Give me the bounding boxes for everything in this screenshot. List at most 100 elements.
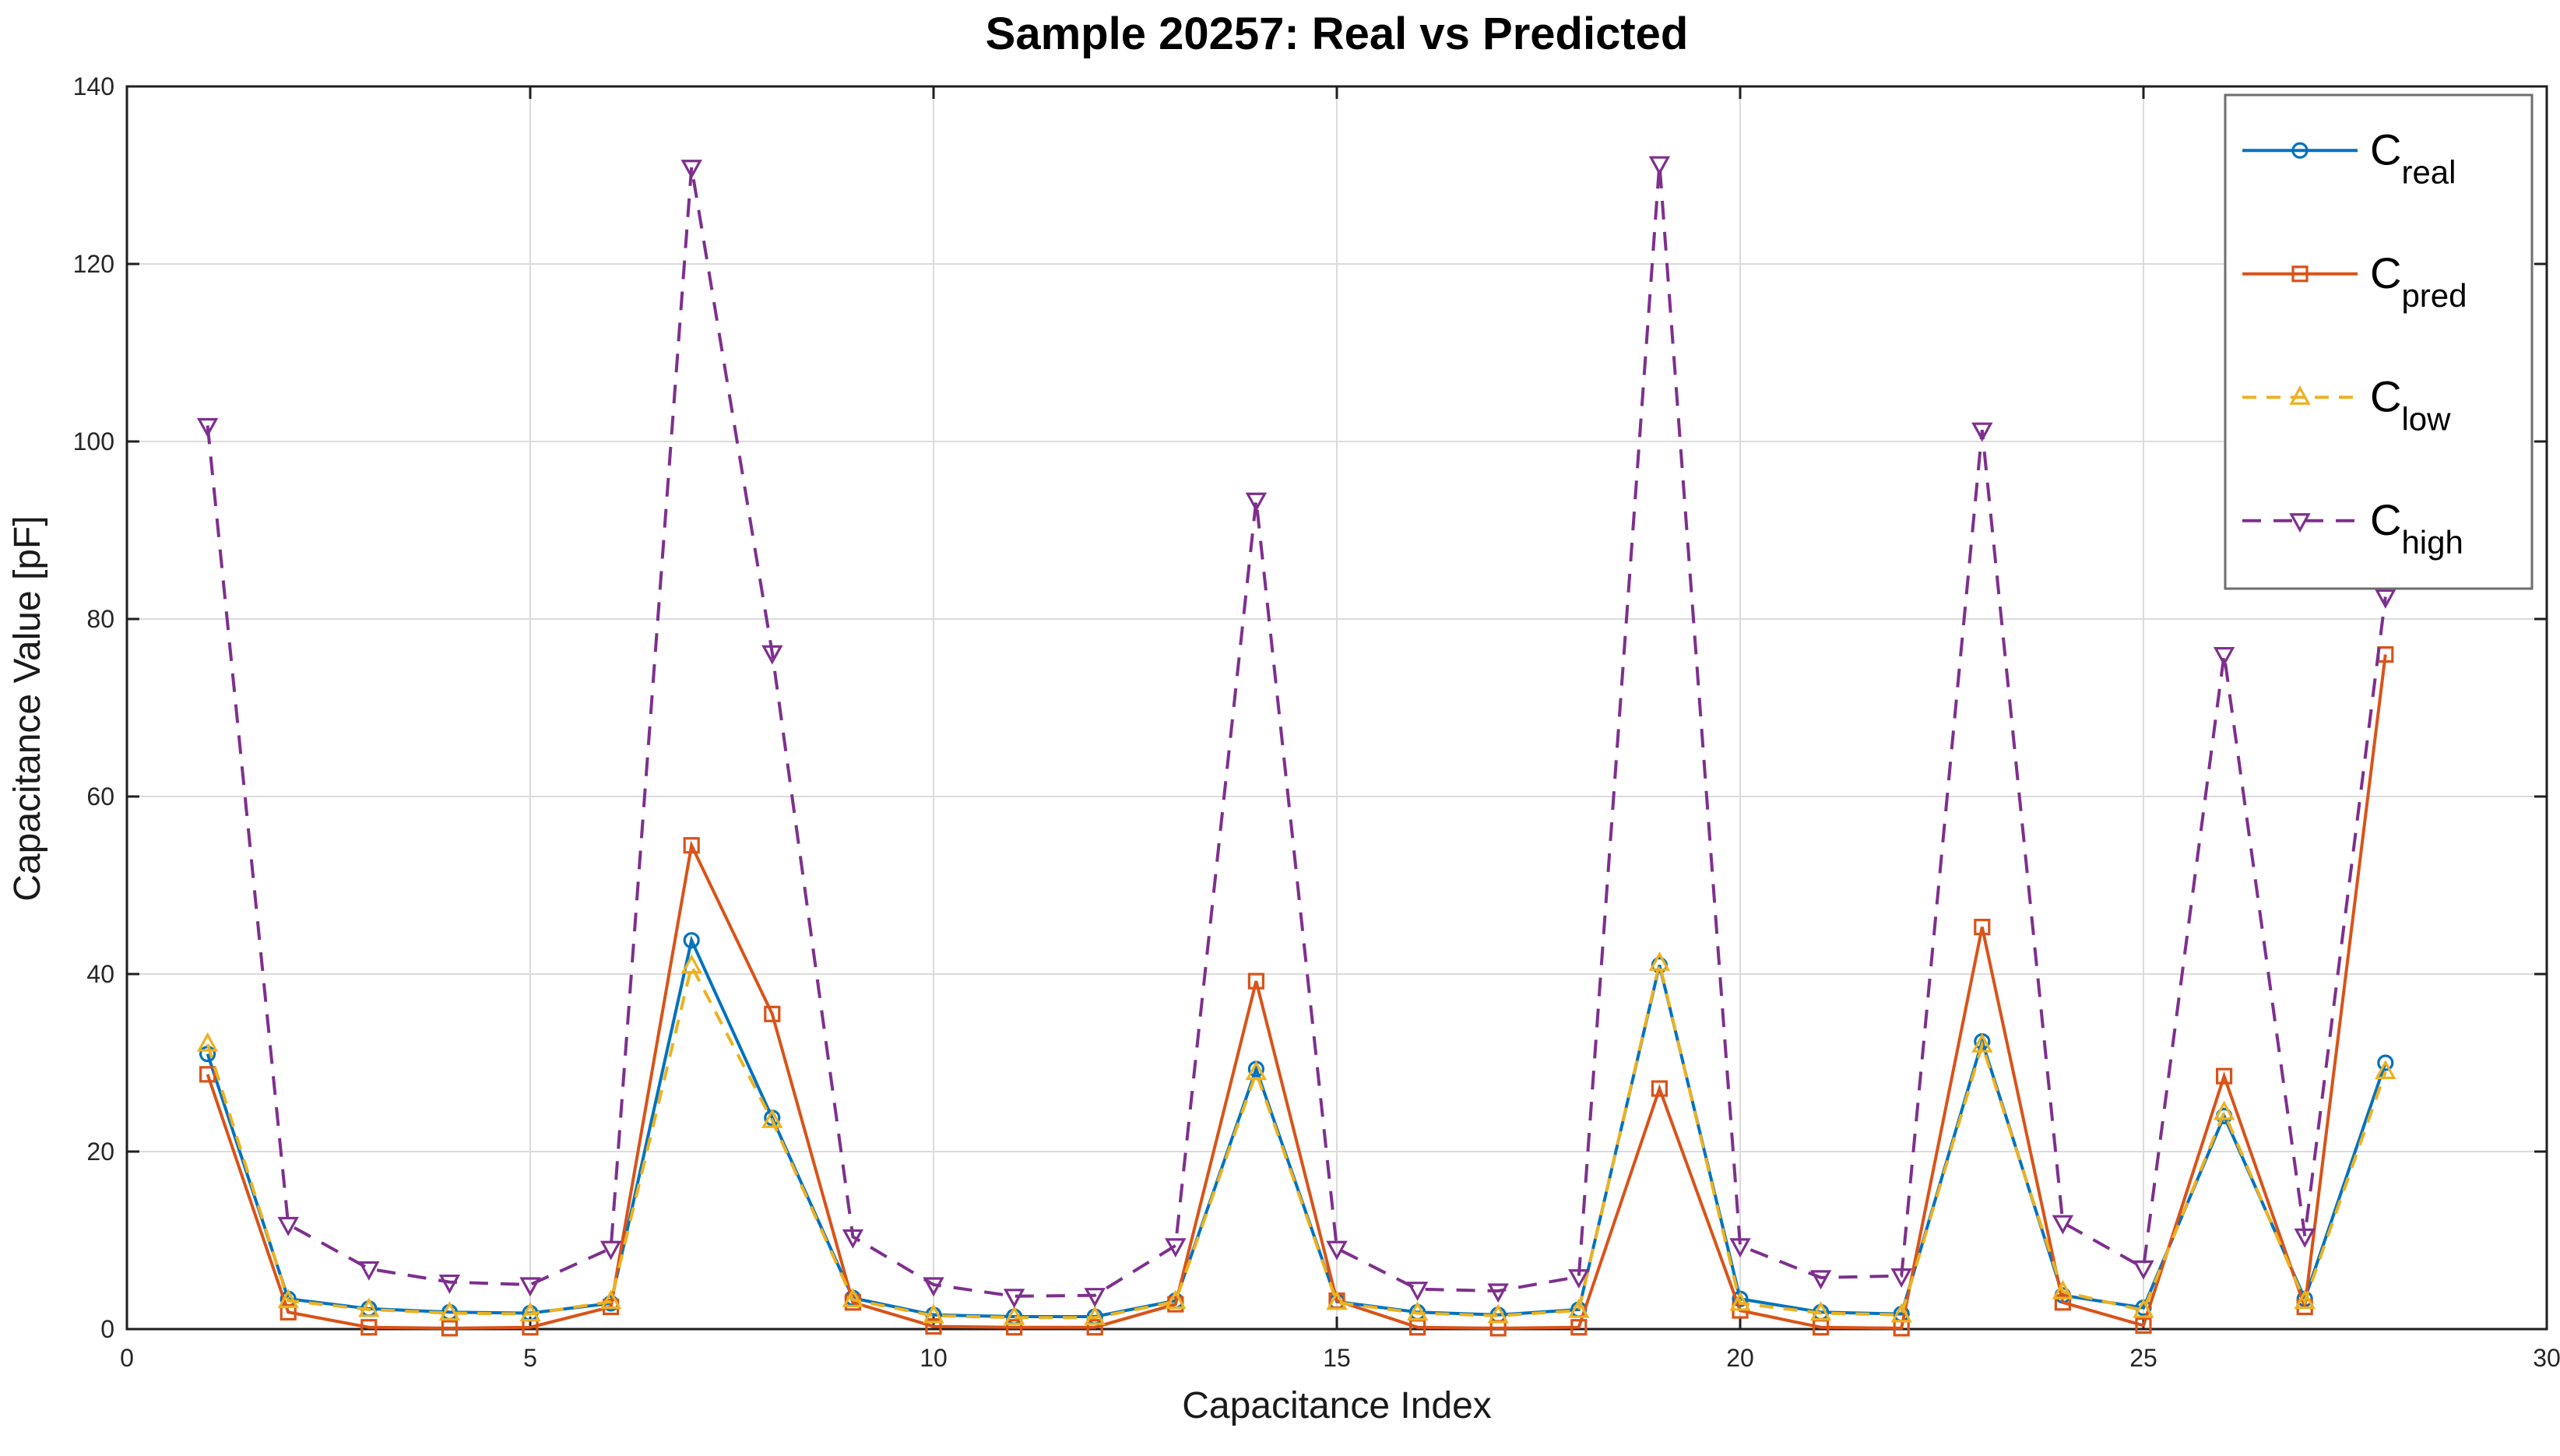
marker-triangle-down-C_high xyxy=(1809,1270,1832,1290)
marker-triangle-up-C_low xyxy=(600,1289,622,1310)
marker-triangle-up-C_low xyxy=(761,1108,783,1128)
marker-triangle-up-C_low xyxy=(277,1289,299,1309)
marker-square-C_pred xyxy=(1247,972,1265,990)
marker-square-C_pred xyxy=(2135,1317,2152,1335)
marker-triangle-down-C_high xyxy=(1487,1283,1509,1303)
marker-square-C_pred xyxy=(764,1005,781,1022)
marker-square-C_pred xyxy=(2216,1067,2233,1085)
marker-triangle-down-C_high xyxy=(600,1240,622,1261)
chart-title: Sample 20257: Real vs Predicted xyxy=(985,9,1689,59)
marker-triangle-down-C_high xyxy=(1084,1288,1106,1308)
marker-square-C_pred xyxy=(360,1319,378,1336)
series-line-C_high xyxy=(206,164,2387,1298)
y-tick-label: 100 xyxy=(73,427,114,455)
x-tick-label: 0 xyxy=(120,1344,134,1372)
marker-triangle-down-C_high xyxy=(1245,492,1268,512)
marker-triangle-up-C_low xyxy=(2294,1289,2316,1310)
marker-triangle-up-C_low xyxy=(2375,1060,2396,1080)
marker-triangle-up-C_low xyxy=(1165,1289,1187,1310)
y-tick-label: 40 xyxy=(86,960,114,988)
legend-box xyxy=(2224,93,2534,590)
marker-square-C_pred xyxy=(199,1066,216,1083)
marker-triangle-up-C_low xyxy=(519,1302,541,1322)
marker-triangle-down-C_high xyxy=(2052,1215,2074,1235)
y-tick-label: 80 xyxy=(86,605,114,633)
marker-triangle-up-C_low xyxy=(2133,1298,2154,1318)
y-tick-label: 0 xyxy=(100,1315,114,1343)
marker-triangle-up-C_low xyxy=(2052,1279,2074,1299)
marker-triangle-down-C_high xyxy=(1003,1289,1025,1309)
marker-triangle-down-C_high xyxy=(2375,589,2396,609)
marker-square-C_pred xyxy=(683,837,700,854)
y-tick-label: 20 xyxy=(86,1138,114,1166)
marker-square-C_pred xyxy=(1974,918,1991,936)
marker-triangle-down-C_high xyxy=(1165,1238,1187,1258)
marker-triangle-down-C_high xyxy=(438,1274,461,1294)
marker-triangle-down-C_high xyxy=(761,645,783,665)
marker-triangle-down-C_high xyxy=(2294,1228,2316,1248)
marker-triangle-up-C_low xyxy=(1487,1303,1509,1324)
marker-triangle-down-C_high xyxy=(277,1216,299,1236)
marker-square-C_pred xyxy=(2054,1294,2071,1311)
marker-triangle-down-C_high xyxy=(1568,1269,1590,1289)
series-line-C_real xyxy=(206,935,2387,1318)
marker-triangle-up-C_low xyxy=(1084,1305,1106,1325)
marker-triangle-up-C_low xyxy=(358,1297,380,1317)
marker-triangle-up-C_low xyxy=(1890,1303,1912,1323)
x-tick-label: 20 xyxy=(1726,1344,1754,1372)
marker-square-C_pred xyxy=(1086,1319,1103,1336)
y-tick-label: 60 xyxy=(86,783,114,811)
marker-triangle-up-C_low xyxy=(2289,385,2311,405)
marker-square-C_pred xyxy=(1651,1080,1668,1097)
marker-circle-C_real xyxy=(2377,1054,2394,1071)
marker-triangle-down-C_high xyxy=(196,417,219,438)
marker-triangle-up-C_low xyxy=(1729,1291,1751,1311)
marker-triangle-up-C_low xyxy=(196,1032,219,1052)
marker-circle-C_real xyxy=(2291,142,2309,159)
marker-triangle-down-C_high xyxy=(1648,156,1671,176)
marker-square-C_pred xyxy=(1005,1319,1023,1336)
marker-square-C_pred xyxy=(441,1320,459,1337)
marker-triangle-up-C_low xyxy=(1245,1060,1268,1081)
marker-triangle-up-C_low xyxy=(923,1303,944,1324)
marker-triangle-up-C_low xyxy=(1326,1290,1348,1310)
marker-triangle-down-C_high xyxy=(519,1277,541,1297)
x-tick-label: 30 xyxy=(2533,1344,2560,1372)
marker-triangle-down-C_high xyxy=(1729,1238,1751,1258)
series-line-C_pred xyxy=(206,654,2387,1330)
x-tick-label: 5 xyxy=(523,1344,537,1372)
marker-triangle-down-C_high xyxy=(1406,1282,1429,1302)
marker-triangle-down-C_high xyxy=(2213,646,2235,666)
marker-triangle-up-C_low xyxy=(2213,1100,2235,1120)
x-tick-label: 10 xyxy=(920,1344,948,1372)
marker-triangle-up-C_low xyxy=(680,954,702,974)
x-axis-label: Capacitance Index xyxy=(1182,1385,1492,1426)
marker-triangle-up-C_low xyxy=(1971,1032,1993,1053)
marker-triangle-down-C_high xyxy=(1890,1268,1912,1288)
marker-triangle-up-C_low xyxy=(1648,951,1671,971)
marker-square-C_pred xyxy=(280,1303,297,1321)
marker-triangle-down-C_high xyxy=(358,1261,380,1281)
y-axis-label: Capacitance Value [pF] xyxy=(7,515,48,902)
marker-triangle-down-C_high xyxy=(2133,1260,2154,1280)
marker-triangle-up-C_low xyxy=(1568,1298,1590,1318)
marker-triangle-up-C_low xyxy=(1003,1305,1025,1325)
marker-square-C_pred xyxy=(1570,1319,1588,1336)
marker-triangle-down-C_high xyxy=(1971,422,1993,442)
marker-square-C_pred xyxy=(2291,266,2309,283)
marker-triangle-up-C_low xyxy=(438,1301,461,1321)
marker-triangle-down-C_high xyxy=(842,1229,864,1249)
marker-triangle-down-C_high xyxy=(923,1277,944,1297)
marker-triangle-up-C_low xyxy=(842,1288,864,1307)
x-tick-label: 25 xyxy=(2129,1344,2157,1372)
marker-triangle-down-C_high xyxy=(1326,1240,1348,1261)
marker-triangle-up-C_low xyxy=(1406,1301,1429,1321)
y-tick-label: 120 xyxy=(73,250,114,278)
marker-triangle-down-C_high xyxy=(680,160,702,180)
marker-circle-C_real xyxy=(683,932,700,949)
marker-triangle-down-C_high xyxy=(2289,513,2311,533)
marker-triangle-up-C_low xyxy=(1809,1301,1832,1321)
y-tick-label: 140 xyxy=(73,72,114,100)
